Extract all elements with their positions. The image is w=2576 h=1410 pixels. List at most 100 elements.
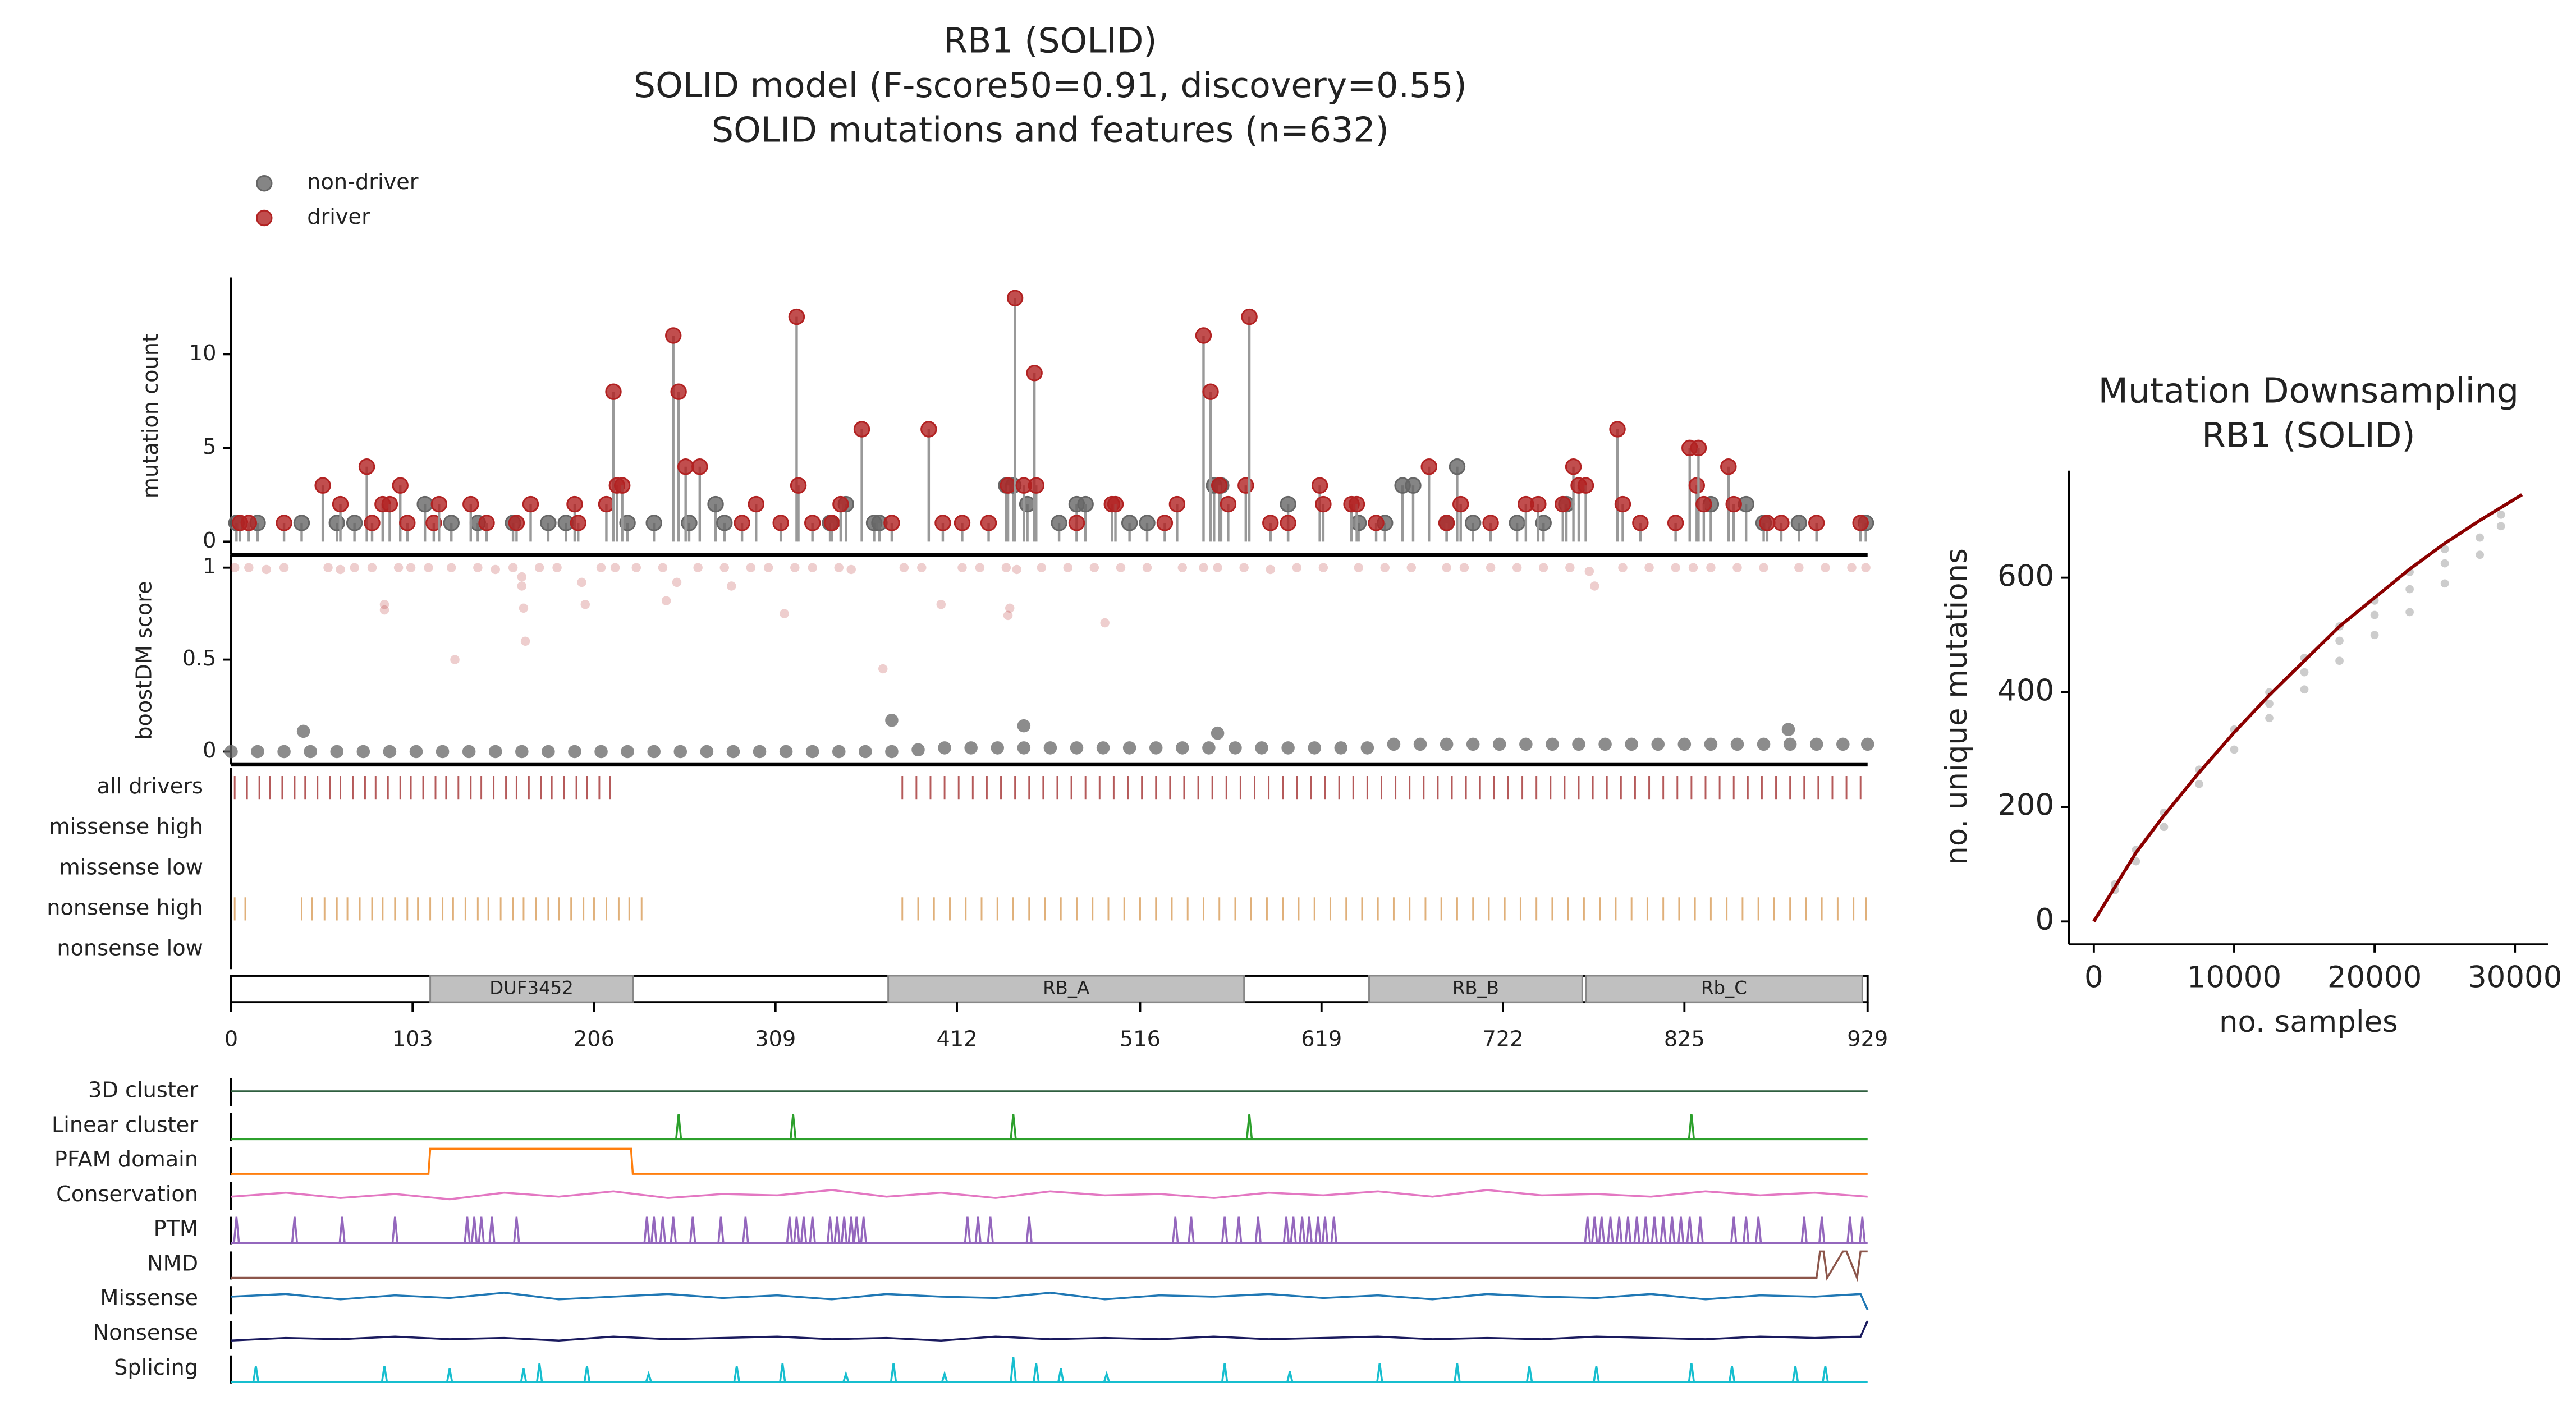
- lollipop-head: [1139, 515, 1156, 531]
- score-point: [1836, 737, 1850, 751]
- lollipop-head: [832, 495, 849, 513]
- lollipop-head: [1350, 515, 1367, 531]
- lollipop-head: [1019, 495, 1036, 513]
- score-point: [296, 724, 310, 738]
- lollipop-head: [478, 515, 495, 531]
- lollipop-head: [1311, 477, 1328, 494]
- track-spike: [1057, 1368, 1065, 1383]
- subtitle: SOLID model (F-score50=0.91, discovery=0…: [634, 65, 1467, 105]
- lollipop-head: [1107, 495, 1124, 513]
- lollipop-head: [613, 477, 631, 494]
- sample-point: [2335, 656, 2344, 665]
- sample-point: [2440, 559, 2449, 568]
- score-point: [1572, 737, 1585, 751]
- sample-point: [2300, 668, 2309, 677]
- score-point: [356, 745, 370, 759]
- score-point: [577, 577, 586, 587]
- lollipop-head: [522, 495, 539, 513]
- score-point: [323, 563, 333, 572]
- track-spike: [1330, 1216, 1337, 1243]
- lollipop-head: [883, 515, 900, 531]
- score-point: [517, 572, 527, 582]
- title: Mutation Downsampling: [2098, 370, 2519, 411]
- score-point: [917, 563, 927, 572]
- score-point: [379, 605, 389, 615]
- track-spike: [847, 1216, 855, 1243]
- track-spike: [1730, 1216, 1738, 1243]
- score-point: [1847, 563, 1857, 572]
- score-point: [1255, 741, 1268, 755]
- sample-point: [2476, 533, 2485, 542]
- x-tick-label: 412: [937, 1026, 978, 1051]
- score-point: [383, 745, 397, 759]
- lollipop-head: [1464, 515, 1482, 531]
- lollipop-head: [804, 515, 821, 531]
- score-point: [1229, 741, 1242, 755]
- score-point: [1706, 563, 1716, 572]
- track-spike: [974, 1216, 982, 1243]
- score-point: [1003, 610, 1013, 621]
- track-spike: [1846, 1216, 1854, 1243]
- lollipop-head: [934, 515, 951, 531]
- lollipop-head: [240, 515, 258, 531]
- track-spike: [793, 1216, 800, 1243]
- track-spike: [1290, 1216, 1297, 1243]
- score-point: [1565, 563, 1575, 572]
- track-spike: [1010, 1114, 1017, 1140]
- lollipop-head: [1449, 458, 1466, 475]
- lollipop-head: [1452, 495, 1469, 513]
- score-point: [727, 581, 736, 591]
- lollipop-head: [790, 477, 807, 494]
- track-spike: [860, 1216, 867, 1243]
- lollipop-head: [598, 495, 615, 513]
- score-point: [1239, 563, 1249, 572]
- lollipop-head: [1077, 495, 1094, 513]
- score-point: [673, 745, 687, 759]
- score-point: [658, 563, 668, 572]
- score-point: [1334, 741, 1348, 755]
- score-point: [991, 741, 1005, 755]
- x-tick-label: 10000: [2187, 961, 2281, 995]
- subtitle: RB1 (SOLID): [2202, 415, 2415, 456]
- score-point: [753, 745, 767, 759]
- track-spike: [1172, 1216, 1179, 1243]
- y-tick-label: 200: [1997, 788, 2054, 823]
- y-tick-label: 10: [189, 341, 217, 366]
- track-spike: [1188, 1216, 1195, 1243]
- score-point: [379, 600, 389, 609]
- lollipop-head: [1202, 383, 1219, 400]
- track-spike: [826, 1216, 834, 1243]
- rug-label: missense low: [59, 855, 203, 880]
- score-point: [1149, 741, 1163, 755]
- sample-point: [2440, 545, 2449, 553]
- domain: [429, 975, 634, 1003]
- score-point: [1017, 741, 1031, 755]
- score-point: [251, 745, 264, 759]
- track-spike: [833, 1216, 841, 1243]
- score-point: [661, 596, 671, 605]
- x-tick-label: 516: [1120, 1026, 1161, 1051]
- track-spike: [381, 1366, 388, 1383]
- lollipop-head: [1006, 290, 1024, 306]
- score-point: [1781, 723, 1795, 736]
- score-point: [519, 603, 529, 613]
- lollipop-head: [399, 515, 416, 531]
- lollipop-head: [346, 515, 363, 531]
- score-point: [393, 563, 404, 572]
- score-point: [450, 655, 460, 664]
- score-point: [534, 563, 544, 572]
- track-spike: [1624, 1216, 1632, 1243]
- score-point: [1459, 563, 1469, 572]
- track-spike: [941, 1370, 948, 1383]
- legend-marker: [256, 209, 273, 227]
- track-label: PTM: [154, 1216, 198, 1242]
- track-spike: [470, 1216, 478, 1243]
- x-axis-label: no. samples: [2219, 1005, 2398, 1039]
- track-spike: [689, 1216, 696, 1243]
- sample-point: [2370, 631, 2379, 640]
- lollipop-head: [392, 477, 409, 494]
- lollipop-head: [1695, 495, 1712, 513]
- track-spike: [1660, 1216, 1667, 1243]
- score-point: [1360, 741, 1374, 755]
- x-tick-label: 825: [1664, 1026, 1705, 1051]
